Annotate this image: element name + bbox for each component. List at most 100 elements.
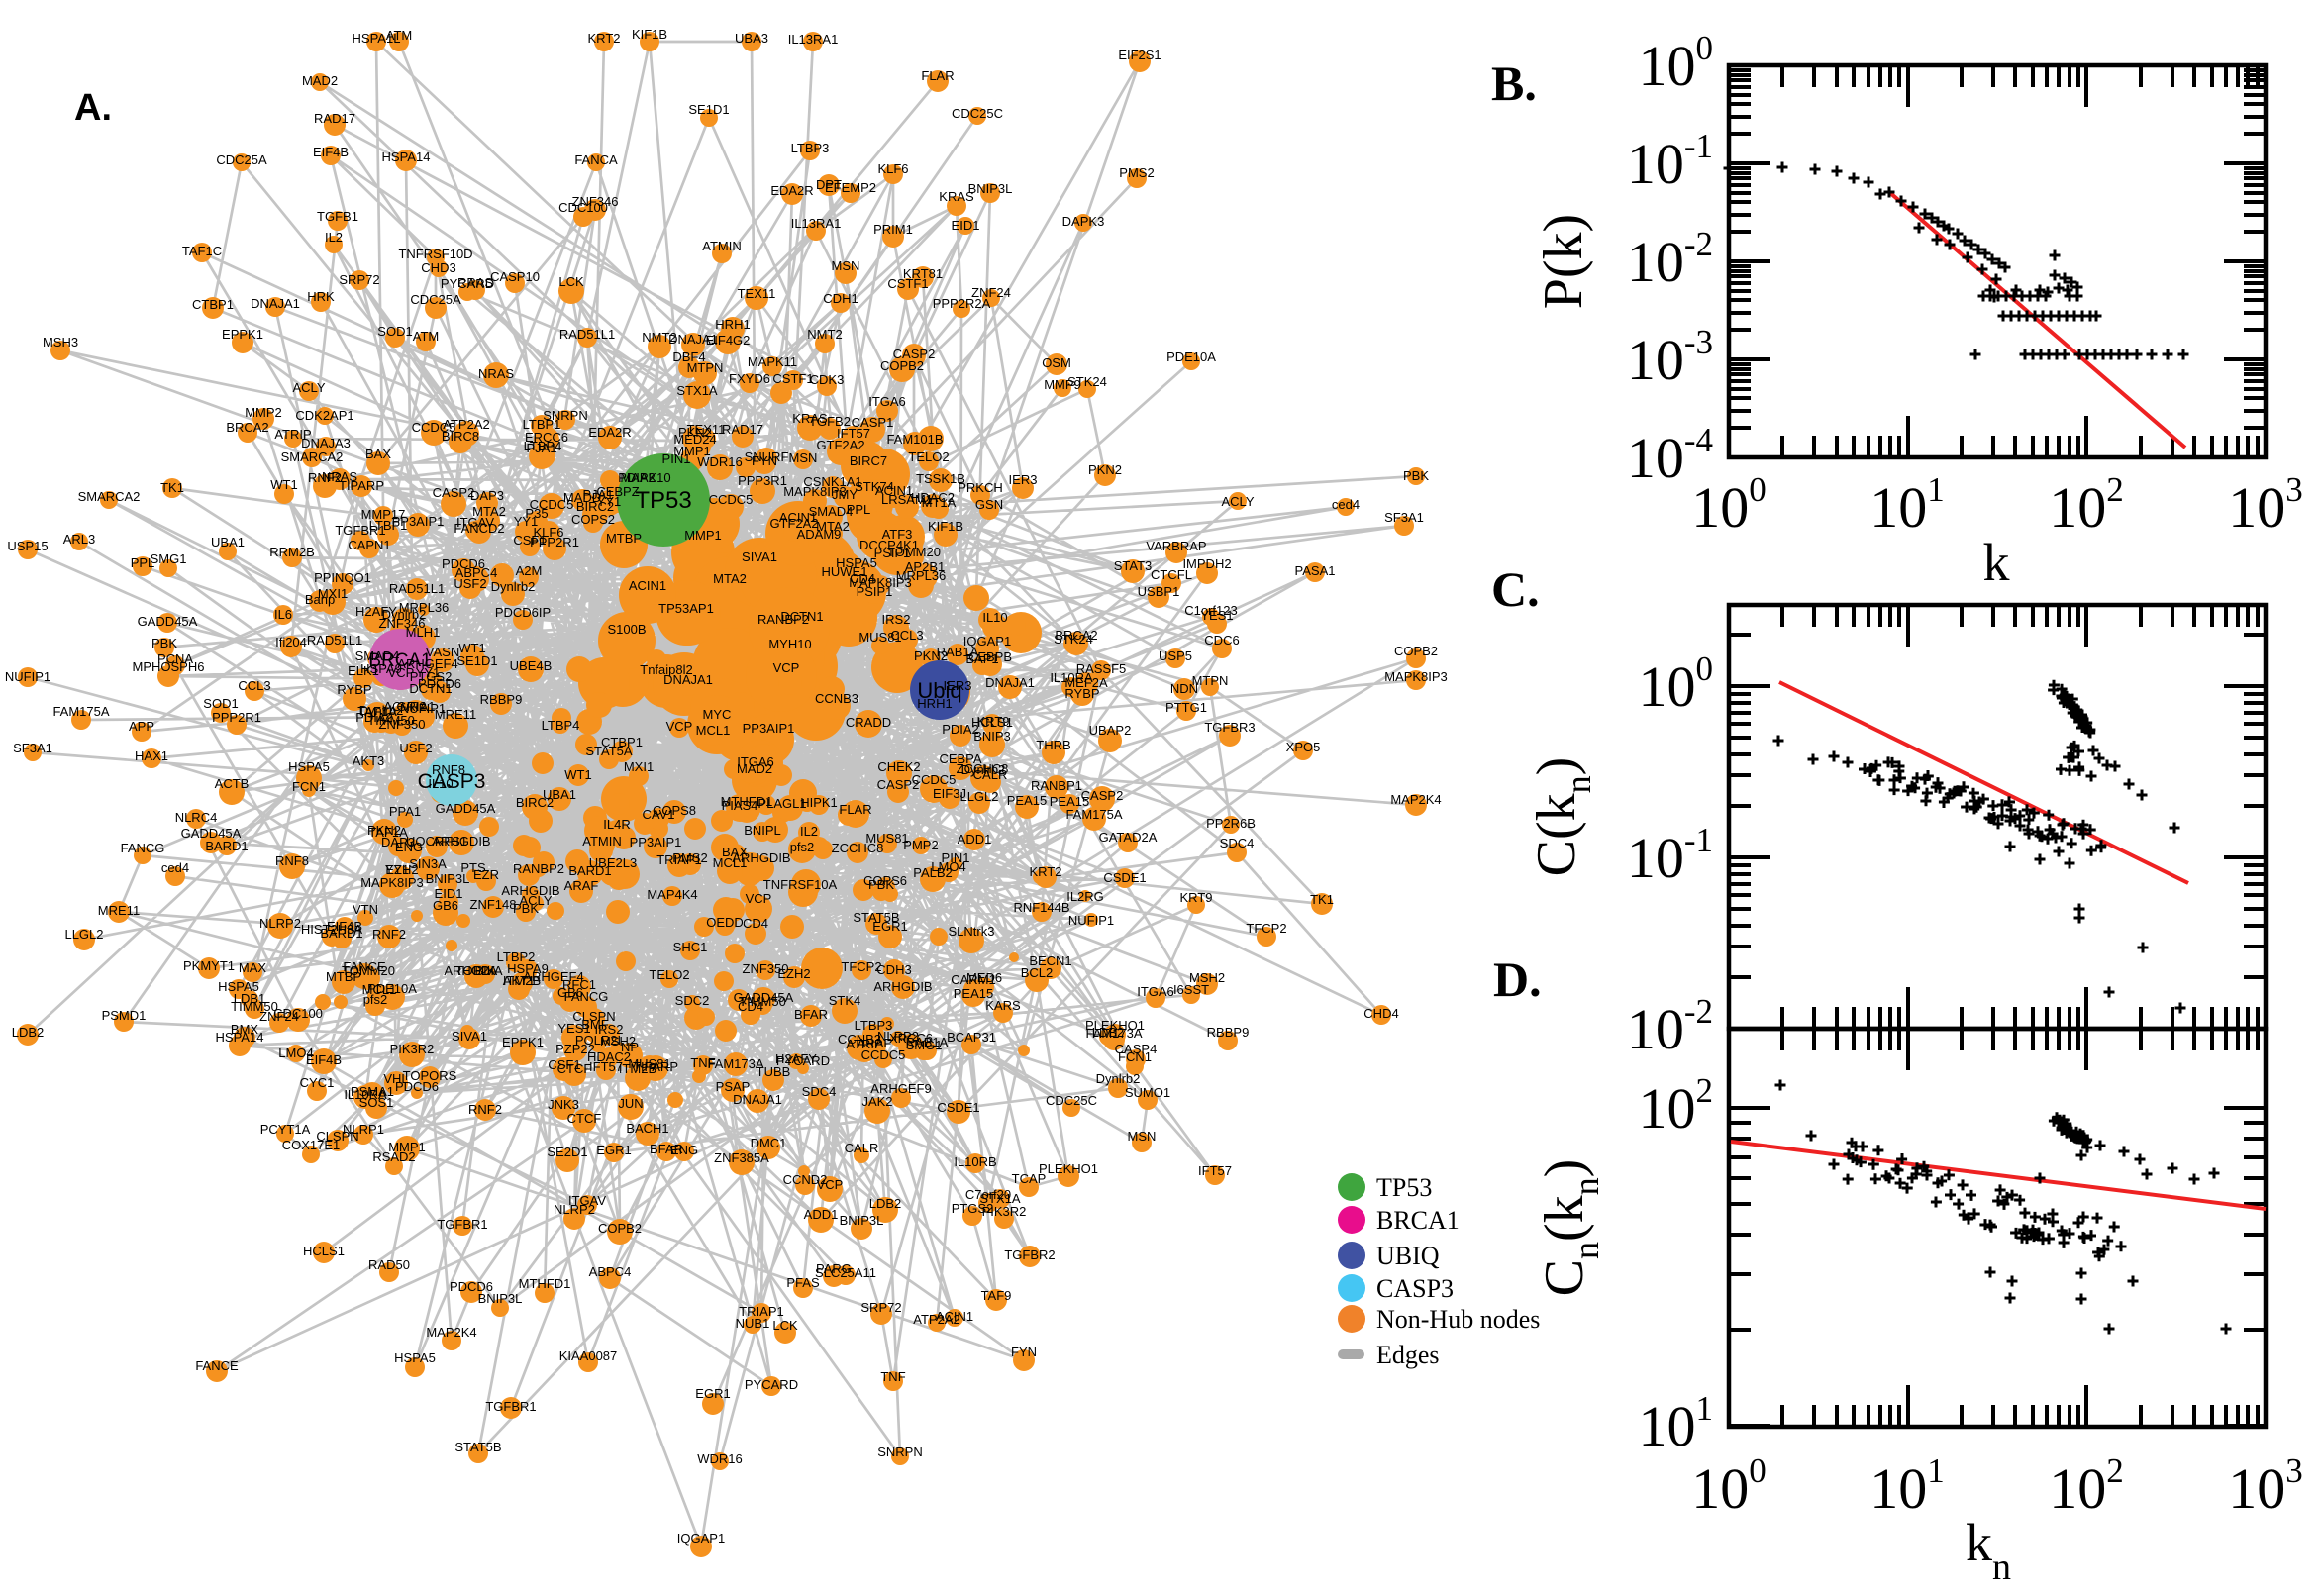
svg-text:CTBP1: CTBP1 xyxy=(601,735,643,749)
svg-text:HSPA14: HSPA14 xyxy=(216,1030,264,1045)
svg-text:CD4: CD4 xyxy=(738,999,763,1014)
svg-text:CDK2AP1: CDK2AP1 xyxy=(295,408,354,423)
svg-text:CASP4: CASP4 xyxy=(1115,1042,1158,1056)
svg-text:UQCRFS1: UQCRFS1 xyxy=(406,834,467,848)
svg-text:STK24: STK24 xyxy=(1054,632,1093,647)
svg-text:KRT2: KRT2 xyxy=(1030,864,1062,879)
svg-text:ATF3: ATF3 xyxy=(882,527,913,542)
svg-text:MRE11: MRE11 xyxy=(435,707,476,722)
svg-text:SDC2: SDC2 xyxy=(675,993,710,1008)
svg-text:RFC1: RFC1 xyxy=(562,977,596,992)
svg-text:BFAR: BFAR xyxy=(650,1142,683,1156)
svg-text:PEA15: PEA15 xyxy=(954,986,993,1001)
svg-text:IL6: IL6 xyxy=(274,607,292,622)
svg-text:LTBP1: LTBP1 xyxy=(523,417,561,432)
svg-text:HRK: HRK xyxy=(307,289,335,304)
svg-text:ITM2B: ITM2B xyxy=(503,973,541,988)
svg-text:STK4: STK4 xyxy=(829,993,861,1008)
svg-text:EIF4B: EIF4B xyxy=(306,1052,342,1067)
svg-text:DMC1: DMC1 xyxy=(751,1136,787,1150)
svg-text:PBK: PBK xyxy=(868,877,894,892)
svg-text:VCP: VCP xyxy=(666,719,693,734)
svg-text:NUFIP1: NUFIP1 xyxy=(1068,913,1114,928)
svg-text:PPINQO1: PPINQO1 xyxy=(314,570,371,585)
svg-text:FAM173A: FAM173A xyxy=(707,1056,763,1071)
svg-text:DPT: DPT xyxy=(816,177,842,192)
svg-text:PDCD6: PDCD6 xyxy=(442,556,485,571)
svg-text:FANCA: FANCA xyxy=(574,152,618,167)
svg-text:CLSPN: CLSPN xyxy=(572,1009,615,1024)
svg-text:NRAS: NRAS xyxy=(322,469,357,484)
svg-text:PEA15: PEA15 xyxy=(1007,793,1047,808)
svg-text:PDIA2: PDIA2 xyxy=(942,722,979,737)
svg-text:TNFRSF10D: TNFRSF10D xyxy=(398,247,472,261)
svg-text:Dynlrb2: Dynlrb2 xyxy=(1096,1071,1141,1086)
svg-text:PPP2R1: PPP2R1 xyxy=(212,710,261,725)
svg-text:PTGS2: PTGS2 xyxy=(952,1201,994,1216)
svg-text:TIMM50: TIMM50 xyxy=(231,999,278,1014)
svg-text:RYBP: RYBP xyxy=(1064,686,1099,701)
svg-text:H2AFY: H2AFY xyxy=(775,1051,817,1066)
svg-text:CSF1: CSF1 xyxy=(513,533,546,548)
svg-text:NUFIP1: NUFIP1 xyxy=(5,669,50,684)
svg-text:ERCC6: ERCC6 xyxy=(525,430,568,445)
svg-text:AKT1: AKT1 xyxy=(503,973,536,988)
svg-text:ATM: ATM xyxy=(413,329,439,344)
svg-text:KARS: KARS xyxy=(985,998,1021,1013)
svg-text:MXI1: MXI1 xyxy=(624,759,654,774)
svg-text:BNIP3L: BNIP3L xyxy=(968,181,1013,196)
svg-text:TRIAP1: TRIAP1 xyxy=(656,852,702,867)
svg-text:UBAP2: UBAP2 xyxy=(1089,723,1132,738)
svg-text:PSIP1: PSIP1 xyxy=(874,546,911,560)
svg-text:CCDC5: CCDC5 xyxy=(530,497,574,512)
svg-text:IL10RB: IL10RB xyxy=(954,1154,996,1169)
svg-text:FANCE: FANCE xyxy=(343,959,386,974)
svg-text:TEX11: TEX11 xyxy=(687,422,726,437)
svg-text:EPPK1: EPPK1 xyxy=(222,327,263,342)
svg-text:CCDC5: CCDC5 xyxy=(861,1047,906,1062)
svg-text:PRIM1: PRIM1 xyxy=(873,222,913,237)
svg-text:SMARCA2: SMARCA2 xyxy=(78,489,141,504)
svg-text:RAD17: RAD17 xyxy=(722,422,763,437)
svg-text:APP: APP xyxy=(129,719,154,734)
svg-text:HIST2H3A: HIST2H3A xyxy=(301,922,362,937)
svg-text:CDH3: CDH3 xyxy=(876,962,911,977)
svg-text:GB6: GB6 xyxy=(557,985,583,1000)
svg-text:ZCCHC8: ZCCHC8 xyxy=(957,761,1009,776)
svg-text:BIRC2: BIRC2 xyxy=(576,499,614,514)
svg-text:COPB2: COPB2 xyxy=(598,1221,642,1236)
svg-text:SMAD4: SMAD4 xyxy=(809,504,854,519)
svg-text:PKN2: PKN2 xyxy=(914,648,948,663)
svg-text:TIMM50: TIMM50 xyxy=(367,713,415,728)
svg-text:MAP2K4: MAP2K4 xyxy=(1390,792,1441,807)
svg-text:NLRP2: NLRP2 xyxy=(554,1202,595,1217)
svg-text:GRIA1: GRIA1 xyxy=(396,699,435,714)
svg-text:LTBP4: LTBP4 xyxy=(524,439,562,453)
svg-text:BFAR: BFAR xyxy=(794,1007,828,1022)
svg-text:MSH2: MSH2 xyxy=(600,1034,636,1048)
svg-text:ATM: ATM xyxy=(386,28,412,43)
svg-text:ZNF350: ZNF350 xyxy=(743,961,789,976)
svg-text:PCYT1A: PCYT1A xyxy=(260,1122,311,1137)
svg-text:BAP1: BAP1 xyxy=(965,651,998,666)
svg-text:UBA3: UBA3 xyxy=(735,31,768,46)
svg-text:STAT3: STAT3 xyxy=(1114,558,1153,573)
svg-text:DAP3: DAP3 xyxy=(470,488,504,503)
svg-text:LTBP1: LTBP1 xyxy=(369,518,408,533)
svg-text:ADAM9: ADAM9 xyxy=(797,527,842,542)
svg-text:102: 102 xyxy=(2049,1451,2124,1521)
svg-text:FCN1: FCN1 xyxy=(1118,1049,1152,1064)
svg-text:BAX: BAX xyxy=(722,845,748,859)
svg-text:FLAR: FLAR xyxy=(921,68,954,83)
svg-text:TCAP: TCAP xyxy=(1012,1171,1047,1186)
svg-text:CDC25C: CDC25C xyxy=(1046,1093,1097,1108)
svg-text:DCCP4K1: DCCP4K1 xyxy=(859,538,919,552)
svg-text:RAB1A: RAB1A xyxy=(937,645,979,659)
svg-text:MTPN: MTPN xyxy=(1192,673,1229,688)
svg-text:PPL: PPL xyxy=(131,555,155,570)
svg-text:PKN2: PKN2 xyxy=(367,823,401,838)
svg-text:STK74: STK74 xyxy=(855,479,894,494)
svg-text:MAPK8IP3: MAPK8IP3 xyxy=(1384,669,1448,684)
svg-text:RNF144B: RNF144B xyxy=(1013,900,1069,915)
svg-text:IQGAP1: IQGAP1 xyxy=(963,634,1011,648)
